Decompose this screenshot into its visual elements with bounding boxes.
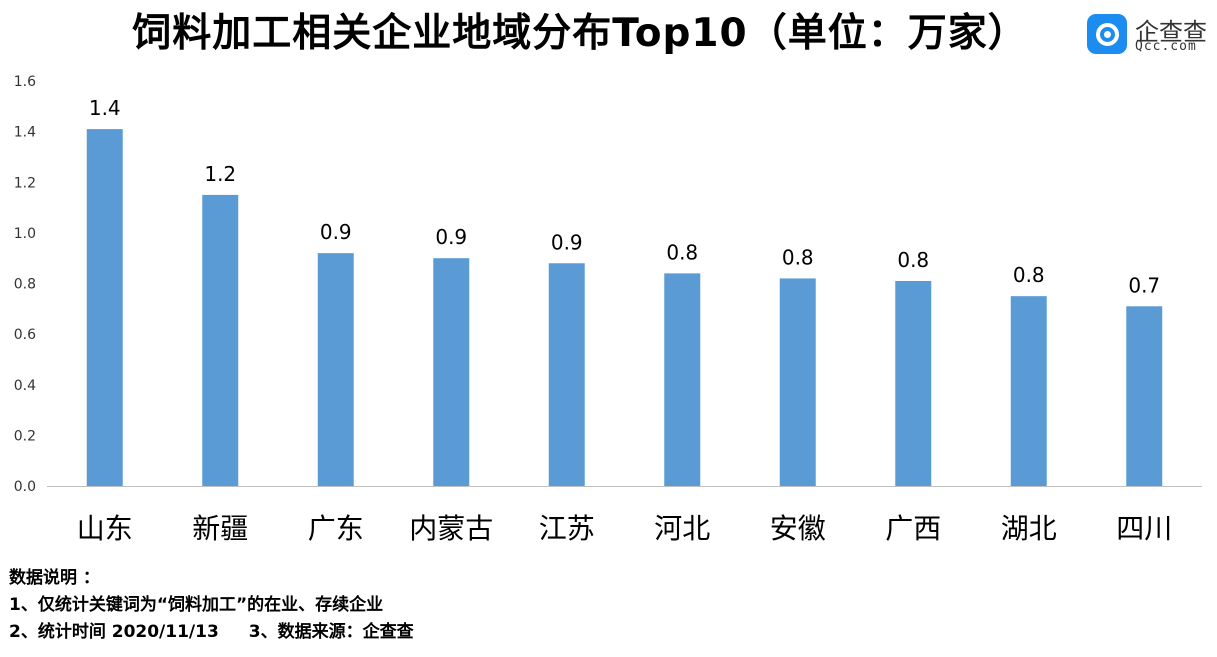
bar-value-label: 0.9 <box>551 230 583 254</box>
bar-value-label: 1.2 <box>204 162 236 186</box>
y-tick-label: 1.2 <box>14 175 36 191</box>
bar <box>664 273 701 486</box>
y-tick-label: 1.6 <box>14 74 36 90</box>
bar-value-label: 0.7 <box>1128 273 1160 297</box>
qcc-logo-icon <box>1087 14 1127 54</box>
bar <box>1126 306 1163 486</box>
bar <box>1010 296 1047 486</box>
notes-heading: 数据说明 ： <box>9 568 100 588</box>
data-notes: 数据说明 ： 1、仅统计关键词为“饲料加工”的在业、存续企业 2、统计时间 20… <box>9 565 414 646</box>
category-label: 安徽 <box>770 512 826 545</box>
bar-value-label: 0.8 <box>782 245 814 269</box>
bar-value-label: 0.9 <box>435 225 467 249</box>
category-label: 新疆 <box>192 512 248 545</box>
chart-title: 饲料加工相关企业地域分布Top10（单位：万家） <box>132 11 1028 56</box>
bar <box>779 278 816 486</box>
y-tick-label: 0.2 <box>14 428 36 444</box>
bar <box>86 129 123 486</box>
bar <box>548 263 585 486</box>
notes-line-1: 1、仅统计关键词为“饲料加工”的在业、存续企业 <box>9 595 384 615</box>
bar-value-label: 0.8 <box>666 240 698 264</box>
bar-chart: 0.0 0.2 0.4 0.6 0.8 1.0 1.2 1.4 1.6 1.4 山东 1.2 新疆 0.9… <box>14 74 1202 545</box>
bar-value-label: 0.8 <box>897 248 929 272</box>
category-label: 江苏 <box>539 512 595 545</box>
y-tick-label: 0.0 <box>14 479 36 495</box>
bar <box>895 280 932 486</box>
y-tick-label: 1.4 <box>14 125 36 141</box>
notes-line-2b: 3、数据来源：企查查 <box>248 622 414 642</box>
bar-value-label: 1.4 <box>89 96 121 120</box>
category-label: 内蒙古 <box>409 512 493 545</box>
bar-value-label: 0.9 <box>320 220 352 244</box>
bar-value-label: 0.8 <box>1013 263 1045 287</box>
category-label: 广东 <box>308 512 364 545</box>
bar <box>317 253 354 486</box>
y-tick-label: 0.4 <box>14 378 36 394</box>
y-tick-label: 1.0 <box>14 226 36 242</box>
logo-name: 企查查 <box>1135 18 1207 46</box>
bar <box>433 258 470 486</box>
category-label: 四川 <box>1116 512 1172 545</box>
notes-line-2a: 2、统计时间 2020/11/13 <box>9 622 219 642</box>
notes-line-2: 2、统计时间 2020/11/13 3、数据来源：企查查 <box>9 619 414 646</box>
category-label: 山东 <box>77 512 133 545</box>
y-tick-label: 0.6 <box>14 327 36 343</box>
bar <box>202 194 239 486</box>
logo-domain: Qcc.com <box>1135 39 1197 54</box>
category-label: 河北 <box>654 512 710 545</box>
category-label: 广西 <box>885 512 941 545</box>
category-label: 湖北 <box>1001 512 1057 545</box>
qcc-logo: 企查查 Qcc.com <box>1087 14 1213 54</box>
y-tick-label: 0.8 <box>14 277 36 293</box>
